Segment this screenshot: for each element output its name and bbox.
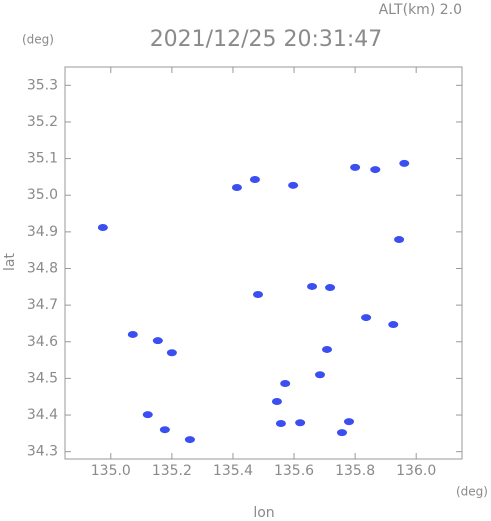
x-tick-label: 135.8 — [335, 463, 375, 479]
echo — [159, 426, 170, 434]
echo — [295, 419, 306, 427]
echo — [231, 184, 242, 192]
y-tick-label: 35.1 — [27, 151, 58, 167]
echo — [166, 349, 177, 357]
echo — [127, 330, 138, 338]
y-tick-label: 34.3 — [27, 444, 58, 460]
echo — [184, 436, 195, 444]
echo — [322, 345, 333, 353]
echo — [325, 284, 336, 292]
echo — [388, 321, 399, 329]
altitude-label: ALT(km) 2.0 — [379, 2, 462, 18]
y-tick-label: 34.5 — [27, 370, 58, 386]
chart-title: 2021/12/25 20:31:47 — [150, 27, 383, 52]
y-tick-label: 34.9 — [27, 224, 58, 240]
echo — [271, 397, 282, 405]
echo — [361, 314, 372, 322]
echo — [275, 419, 286, 427]
x-axis-label: lon — [253, 505, 274, 521]
y-tick-label: 35.0 — [27, 187, 58, 203]
x-tick-label: 135.4 — [213, 463, 253, 479]
echo — [280, 380, 291, 388]
y-tick-label: 35.2 — [27, 114, 58, 130]
x-tick-label: 136.0 — [396, 463, 436, 479]
x-tick-label: 135.0 — [91, 463, 131, 479]
x-tick-label: 135.2 — [152, 463, 192, 479]
y-tick-label: 34.6 — [27, 334, 58, 350]
echo — [152, 337, 163, 345]
echo — [399, 159, 410, 167]
echo — [394, 236, 405, 244]
echo — [249, 175, 260, 183]
echo — [314, 371, 325, 379]
y-tick-label: 34.7 — [27, 297, 58, 313]
echo — [97, 223, 108, 231]
echo — [336, 429, 347, 437]
y-tick-label: 34.4 — [27, 407, 58, 423]
echo — [344, 418, 355, 426]
y-axis-label: lat — [2, 253, 18, 271]
y-tick-label: 35.3 — [27, 77, 58, 93]
echo — [253, 291, 264, 299]
echo — [142, 411, 153, 419]
echo — [307, 282, 318, 290]
plot-frame — [64, 66, 463, 460]
echo — [370, 166, 381, 174]
x-unit: (deg) — [456, 485, 488, 499]
y-tick-label: 34.8 — [27, 260, 58, 276]
y-unit: (deg) — [22, 33, 54, 47]
x-tick-label: 135.6 — [274, 463, 314, 479]
echo — [288, 181, 299, 189]
echo — [350, 163, 361, 171]
